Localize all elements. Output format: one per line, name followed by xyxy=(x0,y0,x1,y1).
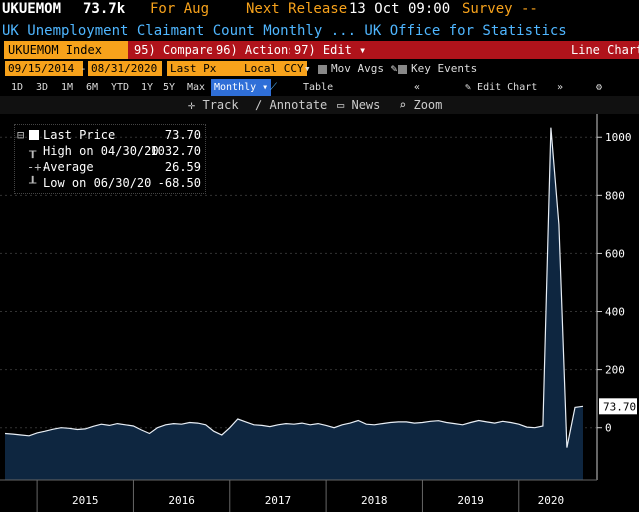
series-line xyxy=(4,127,584,448)
year-label: 2018 xyxy=(361,494,388,507)
key-events-toggle[interactable]: Key Events xyxy=(398,60,477,78)
annotate-button[interactable]: ∕ Annotate xyxy=(255,98,328,112)
security-header: UKUEMOM 73.7k For Aug Next Release 13 Oc… xyxy=(0,0,639,21)
y-tick-label: 400 xyxy=(605,306,625,319)
series-swatch xyxy=(29,130,39,140)
edit-chart-button[interactable]: ✎ Edit Chart xyxy=(465,82,538,93)
period-ytd[interactable]: YTD xyxy=(111,82,130,93)
date-separator: - xyxy=(80,62,87,75)
security-description: UK Unemployment Claimant Count Monthly .… xyxy=(2,23,567,39)
compare-menu[interactable]: 95) Compare ▾ xyxy=(130,41,232,59)
year-label: 2019 xyxy=(457,494,484,507)
period-max[interactable]: Max xyxy=(187,82,206,93)
year-label: 2017 xyxy=(265,494,292,507)
line-chart-icon[interactable]: ⟋ xyxy=(270,82,277,93)
period-5y[interactable]: 5Y xyxy=(163,82,176,93)
chart-tools: ✛ Track ∕ Annotate ▭ News ⌕ Zoom xyxy=(0,96,639,114)
actions-menu[interactable]: 96) Actions ▾ xyxy=(212,41,314,59)
y-tick-label: 1000 xyxy=(605,131,632,144)
newspaper-icon: ▭ xyxy=(337,98,345,112)
checkbox-icon xyxy=(398,64,407,74)
mov-avgs-toggle[interactable]: Mov Avgs ✎ xyxy=(318,60,397,78)
period-label: For Aug xyxy=(150,1,210,17)
crosshair-icon: ✛ xyxy=(188,98,196,112)
average-marker-icon: -+- xyxy=(27,160,49,174)
period-1y[interactable]: 1Y xyxy=(141,82,154,93)
period-1m[interactable]: 1M xyxy=(61,82,74,93)
survey-label: Survey -- xyxy=(462,1,538,17)
ticker-symbol: UKUEMOM xyxy=(2,1,62,17)
field-select[interactable]: Last Px xyxy=(167,61,241,76)
chart-parameters: 09/15/2014 - 08/31/2020 Last Px Local CC… xyxy=(0,60,639,78)
period-6m[interactable]: 6M xyxy=(86,82,99,93)
start-date-field[interactable]: 09/15/2014 xyxy=(5,61,83,76)
collapse-left-icon[interactable]: « xyxy=(414,82,421,93)
edit-menu[interactable]: 97) Edit ▾ xyxy=(290,41,371,59)
chevron-down-icon: ▾ xyxy=(359,43,367,57)
claimant-count-chart[interactable]: 0 200 400 600 800 1000 73.70 2015 2016 2017 2018 20… xyxy=(0,114,639,512)
last-value-tag xyxy=(599,398,637,415)
collapse-right-icon[interactable]: » xyxy=(557,82,564,93)
end-date-field[interactable]: 08/31/2020 xyxy=(88,61,162,76)
plot-area xyxy=(0,114,597,480)
zoom-button[interactable]: ⌕ Zoom xyxy=(399,98,443,112)
main-toolbar: UKUEMOM Index 95) Compare ▾ 96) Actions … xyxy=(0,41,639,59)
currency-dropdown-icon[interactable]: ▾ xyxy=(304,62,311,75)
news-button[interactable]: ▭ News xyxy=(337,98,381,112)
table-button[interactable]: Table xyxy=(303,82,334,93)
low-marker-icon: ┸ xyxy=(29,176,37,190)
year-label: 2016 xyxy=(168,494,195,507)
collapse-icon[interactable]: ⊟ xyxy=(17,128,25,142)
pencil-icon: ✎ xyxy=(390,62,398,75)
x-axis-band xyxy=(0,480,639,512)
y-tick-label: 200 xyxy=(605,364,625,377)
track-button[interactable]: ✛ Track xyxy=(188,98,239,112)
gear-icon[interactable]: ⚙ xyxy=(596,82,603,93)
chart-legend: ⊟ Last Price 73.70 ┰ High on 04/30/20 10… xyxy=(14,124,206,194)
y-tick-label: 600 xyxy=(605,247,625,260)
y-tick-label: 800 xyxy=(605,189,625,202)
year-label: 2020 xyxy=(538,494,565,507)
period-3d[interactable]: 3D xyxy=(36,82,49,93)
currency-select[interactable]: Local CCY xyxy=(241,61,307,76)
next-release-date: 13 Oct 09:00 xyxy=(349,1,451,17)
chart-type-label[interactable]: Line Chart xyxy=(571,43,639,57)
frequency-select[interactable]: Monthly ▾ xyxy=(211,79,272,96)
pencil-icon: ∕ xyxy=(255,98,263,112)
magnifier-icon: ⌕ xyxy=(399,98,407,112)
last-value: 73.7k xyxy=(83,1,126,17)
security-input[interactable]: UKUEMOM Index xyxy=(4,41,128,59)
y-tick-label: 0 xyxy=(605,422,612,435)
period-selector: 1D 3D 1M 6M YTD 1Y 5Y Max Monthly ▾ ⟋ Ta… xyxy=(0,79,639,96)
year-label: 2015 xyxy=(72,494,99,507)
next-release-label: Next Release xyxy=(246,1,348,17)
checkbox-icon xyxy=(318,64,327,74)
high-marker-icon: ┰ xyxy=(29,144,37,158)
last-value-tag-label: 73.70 xyxy=(603,400,636,413)
series-area xyxy=(5,127,583,480)
period-1d[interactable]: 1D xyxy=(11,82,24,93)
